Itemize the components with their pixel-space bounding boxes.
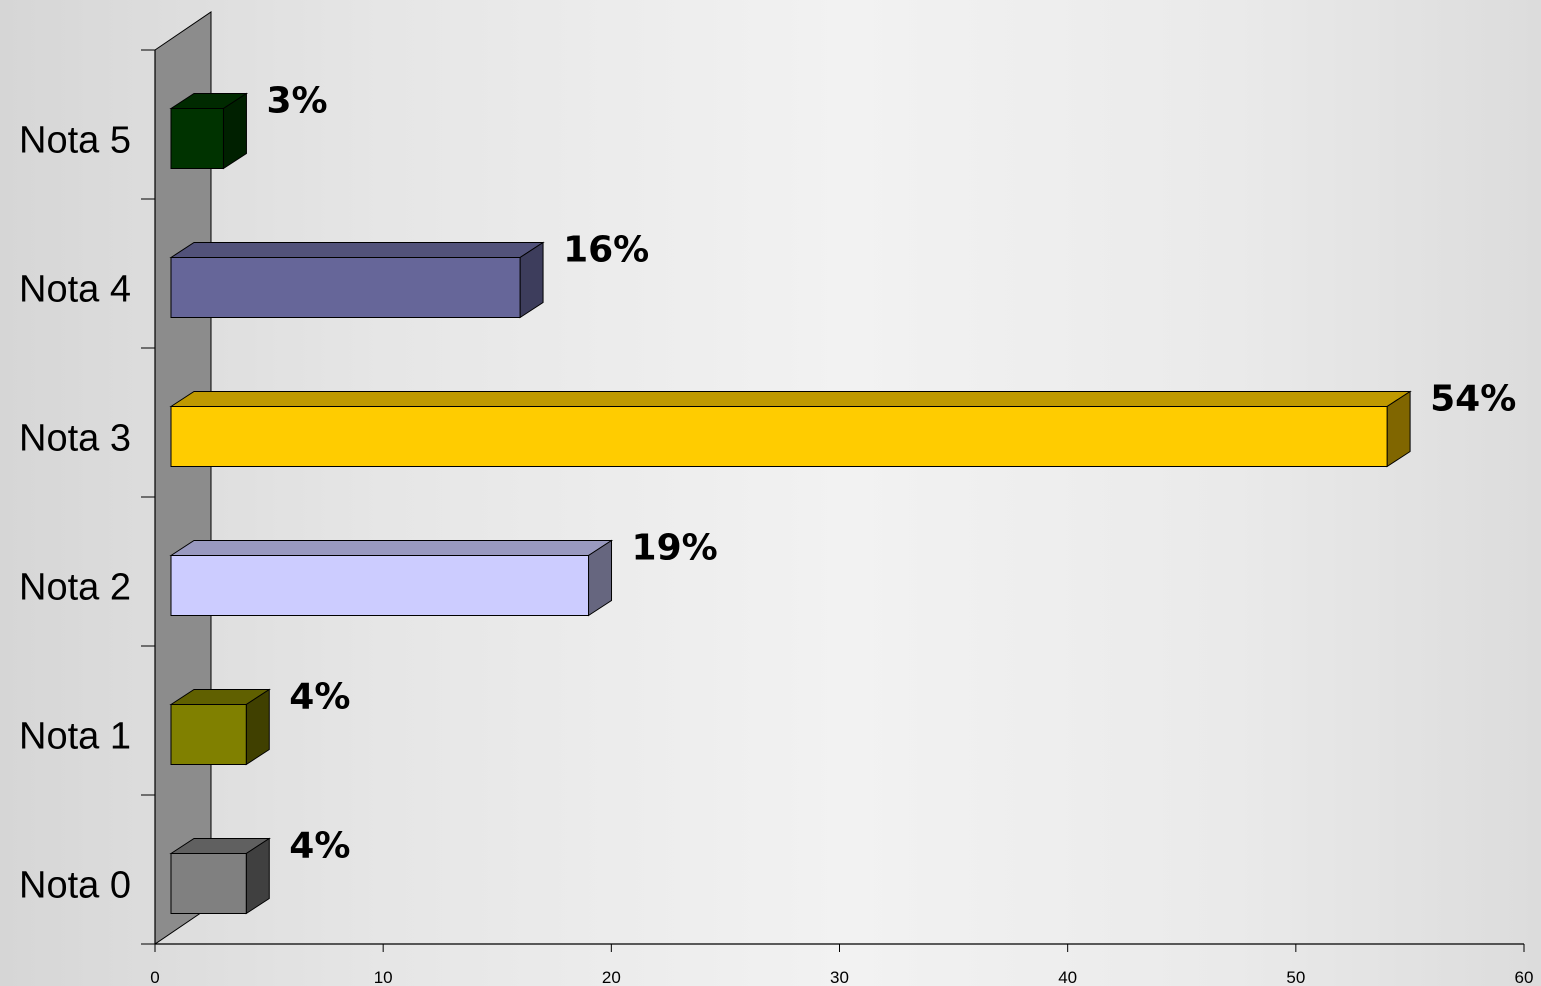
- category-label: Nota 2: [19, 567, 131, 609]
- x-tick-label: 60: [1515, 968, 1534, 986]
- category-label: Nota 5: [19, 120, 131, 162]
- x-tick-label: 30: [830, 968, 849, 986]
- bar: [170, 704, 247, 765]
- category-label: Nota 1: [19, 716, 131, 758]
- data-label: 19%: [632, 528, 718, 569]
- x-tick-label: 50: [1286, 968, 1305, 986]
- x-tick-label: 10: [374, 968, 393, 986]
- bar: [170, 406, 1388, 467]
- category-label: Nota 4: [19, 269, 131, 311]
- bar: [170, 853, 247, 914]
- bar-top-face: [169, 242, 545, 258]
- bar-top-face: [169, 540, 614, 556]
- bar: [170, 257, 521, 318]
- bar-top-face: [169, 391, 1412, 407]
- data-label: 3%: [266, 81, 327, 122]
- x-tick-label: 20: [602, 968, 621, 986]
- category-label: Nota 3: [19, 418, 131, 460]
- category-label: Nota 0: [19, 865, 131, 907]
- bar: [170, 108, 224, 169]
- x-tick-label: 0: [150, 968, 159, 986]
- data-label: 54%: [1430, 379, 1516, 420]
- data-label: 16%: [563, 230, 649, 271]
- data-label: 4%: [289, 677, 350, 718]
- bar: [170, 555, 590, 616]
- x-tick-label: 40: [1058, 968, 1077, 986]
- data-label: 4%: [289, 826, 350, 867]
